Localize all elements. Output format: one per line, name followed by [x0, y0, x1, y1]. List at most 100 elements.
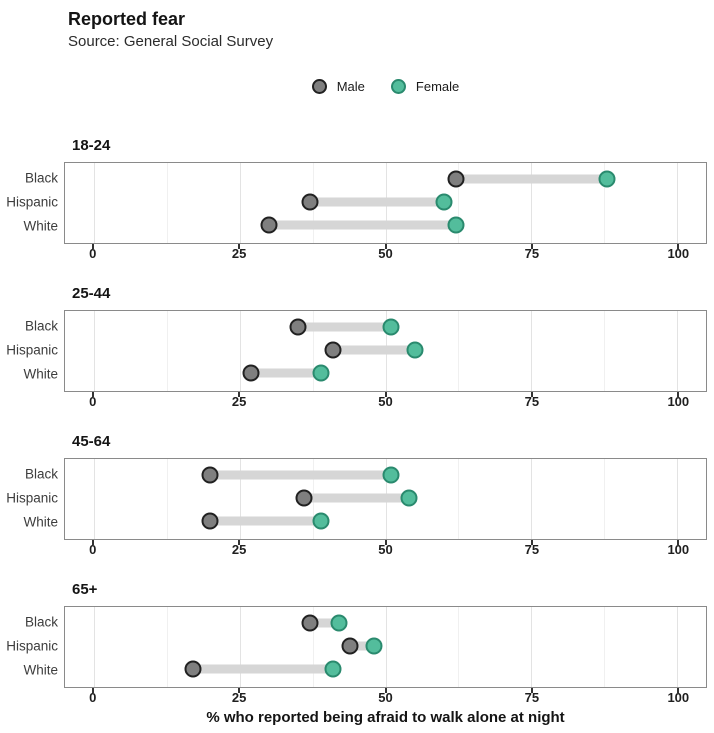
male-dot	[260, 216, 278, 234]
x-tick-mark	[238, 540, 241, 545]
category-label: Black	[24, 614, 58, 630]
x-tick-mark	[530, 392, 533, 397]
male-dot	[301, 193, 319, 211]
y-axis-labels: Black Hispanic White	[0, 162, 64, 244]
dumbbell-connector	[268, 220, 456, 230]
male-dot	[341, 637, 359, 655]
male-dot	[201, 512, 219, 530]
major-gridline	[677, 311, 679, 391]
plot-panel	[64, 310, 707, 392]
minor-gridline	[312, 311, 314, 391]
minor-gridline	[604, 459, 606, 539]
female-dot	[312, 364, 330, 382]
x-tick-label: 75	[524, 542, 540, 557]
major-gridline	[677, 163, 679, 243]
dumbbell-connector	[309, 618, 339, 628]
dumbbell-connector	[210, 470, 392, 480]
dumbbell-connector	[455, 174, 608, 184]
dumbbell-connector	[210, 516, 322, 526]
dumbbell-connector	[303, 493, 409, 503]
category-label: Hispanic	[6, 342, 58, 358]
x-tick-mark	[530, 244, 533, 249]
dumbbell-connector	[350, 641, 374, 651]
female-legend-dot-icon	[390, 78, 406, 94]
x-axis-title: % who reported being afraid to walk alon…	[206, 709, 565, 726]
x-tick-mark	[91, 392, 94, 397]
dumbbell-connector	[309, 197, 444, 207]
female-dot	[400, 489, 418, 507]
dumbbell-connector	[297, 322, 392, 332]
x-tick-mark	[384, 540, 387, 545]
facet-label: 45-64	[72, 433, 111, 450]
x-tick-label: 100	[667, 690, 690, 705]
x-tick-mark	[530, 688, 533, 693]
category-label: Hispanic	[6, 490, 58, 506]
male-dot	[324, 341, 342, 359]
facet-label: 25-44	[72, 285, 111, 302]
minor-gridline	[166, 311, 168, 391]
minor-gridline	[458, 607, 460, 687]
female-dot	[324, 660, 342, 678]
minor-gridline	[604, 607, 606, 687]
panel-row: Black Hispanic White	[0, 606, 714, 688]
minor-gridline	[166, 607, 168, 687]
plot-panel	[64, 458, 707, 540]
x-tick-label: 50	[378, 542, 393, 557]
major-gridline	[93, 607, 95, 687]
legend-label: Male	[336, 78, 365, 94]
female-dot	[330, 614, 348, 632]
legend: Male Female	[64, 77, 707, 95]
x-tick-label: 25	[231, 690, 247, 705]
y-axis-labels: Black Hispanic White	[0, 458, 64, 540]
major-gridline	[677, 459, 679, 539]
y-axis-labels: Black Hispanic White	[0, 606, 64, 688]
x-tick-mark	[677, 540, 680, 545]
x-tick-mark	[91, 540, 94, 545]
chart-title: Reported fear	[68, 9, 186, 29]
female-dot	[435, 193, 453, 211]
dumbbell-connector	[251, 368, 322, 378]
x-tick-mark	[530, 540, 533, 545]
major-gridline	[93, 163, 95, 243]
major-gridline	[93, 459, 95, 539]
x-tick-mark	[677, 688, 680, 693]
chart-subtitle: Source: General Social Survey	[68, 33, 274, 50]
major-gridline	[531, 459, 533, 539]
x-axis: 0 25 50 75 100	[64, 540, 707, 557]
male-dot	[295, 489, 313, 507]
x-tick-label: 100	[667, 542, 690, 557]
panel-row: Black Hispanic White	[0, 458, 714, 540]
category-label: Black	[24, 170, 58, 186]
x-tick-label: 75	[524, 246, 540, 261]
legend-item-female: Female	[390, 78, 459, 94]
major-gridline	[385, 607, 387, 687]
category-label: Black	[24, 318, 58, 334]
female-dot	[447, 216, 465, 234]
y-axis-labels: Black Hispanic White	[0, 310, 64, 392]
male-dot	[184, 660, 202, 678]
major-gridline	[677, 607, 679, 687]
facet-label: 65+	[72, 581, 98, 598]
x-axis: 0 25 50 75 100	[64, 244, 707, 261]
legend-item-male: Male	[311, 78, 365, 94]
x-tick-label: 100	[667, 246, 690, 261]
x-tick-label: 25	[231, 246, 247, 261]
plot-panel	[64, 606, 707, 688]
minor-gridline	[458, 311, 460, 391]
major-gridline	[239, 163, 241, 243]
x-axis: 0 25 50 75 100	[64, 688, 707, 705]
category-label: White	[23, 662, 58, 678]
panels: 18-24 Black Hispanic White 0 25 50 75 100 25-44 Bl…	[0, 137, 714, 705]
x-tick-mark	[677, 244, 680, 249]
x-tick-mark	[91, 244, 94, 249]
facet-panel-45-64: 45-64 Black Hispanic White 0 25 50 75 100	[0, 433, 714, 557]
category-label: White	[23, 366, 58, 382]
female-dot	[598, 170, 616, 188]
major-gridline	[531, 311, 533, 391]
x-tick-label: 0	[89, 394, 97, 409]
female-dot	[382, 318, 400, 336]
category-label: Hispanic	[6, 638, 58, 654]
female-dot	[406, 341, 424, 359]
x-tick-mark	[384, 392, 387, 397]
major-gridline	[239, 459, 241, 539]
